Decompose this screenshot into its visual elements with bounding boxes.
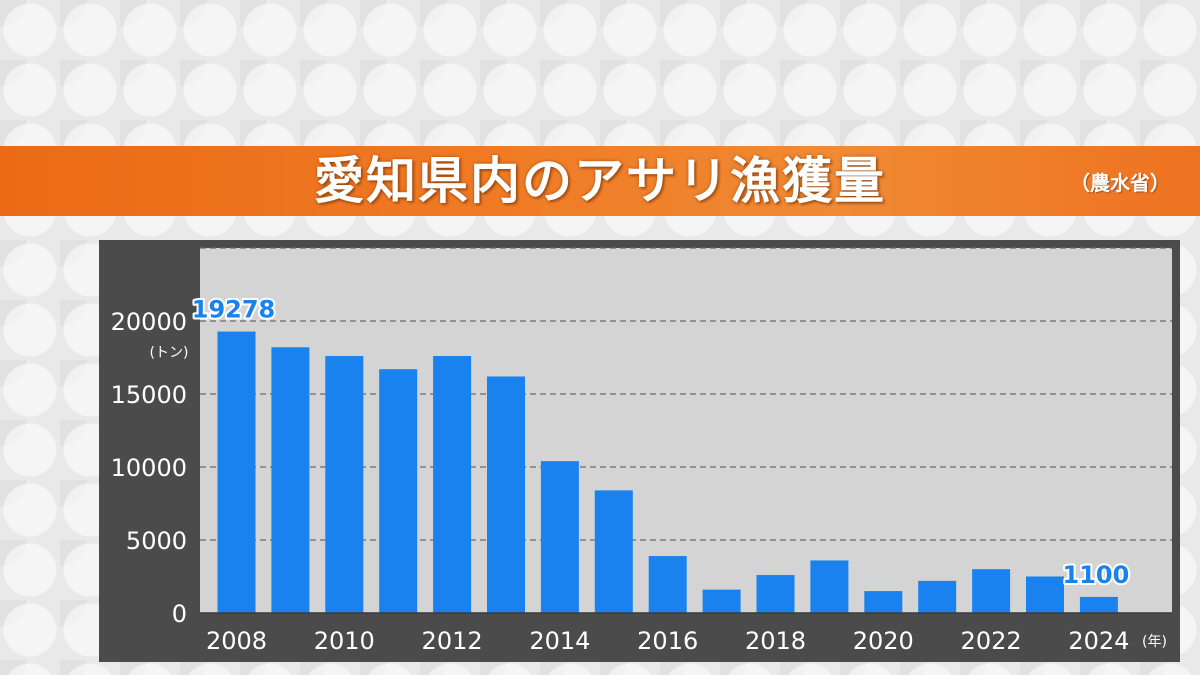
data-label-2024: 1100 [1063, 561, 1130, 589]
x-tick-label: 2018 [745, 627, 806, 655]
bar-2012 [433, 356, 472, 613]
chart-panel: 0 5000 10000 15000 20000 (トン) 2008 2010 2012 2014… [99, 240, 1180, 662]
x-tick-label: 2012 [422, 627, 483, 655]
bar-2013 [487, 376, 525, 613]
x-unit-label: (年) [1142, 634, 1167, 650]
bar-2019 [810, 560, 849, 613]
bar-2010 [325, 356, 364, 613]
bar-chart: 0 5000 10000 15000 20000 (トン) 2008 2010 2012 2014… [111, 247, 1172, 655]
bar-2009 [271, 347, 310, 613]
bar-2016 [648, 556, 687, 613]
x-tick-label: 2008 [206, 627, 267, 655]
x-tick-label: 2016 [637, 627, 698, 655]
source-label: （農水省） [1070, 171, 1170, 195]
bar-2022 [972, 569, 1011, 613]
data-label-2008: 19278 [192, 296, 276, 324]
bar-2023 [1026, 576, 1064, 613]
y-unit-label: (トン) [150, 345, 189, 361]
bar-2018 [756, 575, 795, 613]
bar-2024 [1079, 596, 1118, 613]
y-tick-label: 10000 [111, 454, 187, 482]
bar-2017 [702, 589, 741, 613]
y-tick-label: 20000 [111, 308, 187, 336]
x-tick-label: 2020 [853, 627, 914, 655]
x-tick-label: 2024 [1068, 627, 1129, 655]
x-tick-label: 2010 [314, 627, 375, 655]
title-banner: 愛知県内のアサリ漁獲量 （農水省） [0, 146, 1200, 216]
bar-2011 [379, 369, 418, 613]
bar-2015 [594, 490, 633, 613]
chart-title: 愛知県内のアサリ漁獲量 [314, 152, 886, 210]
x-tick-label: 2014 [529, 627, 590, 655]
bar-2014 [540, 461, 579, 613]
y-tick-label: 0 [172, 600, 187, 628]
bar-2020 [864, 591, 903, 613]
y-tick-label: 15000 [111, 381, 187, 409]
y-tick-label: 5000 [126, 527, 187, 555]
bar-2008 [217, 331, 256, 613]
x-tick-label: 2022 [961, 627, 1022, 655]
bar-2021 [918, 580, 957, 613]
